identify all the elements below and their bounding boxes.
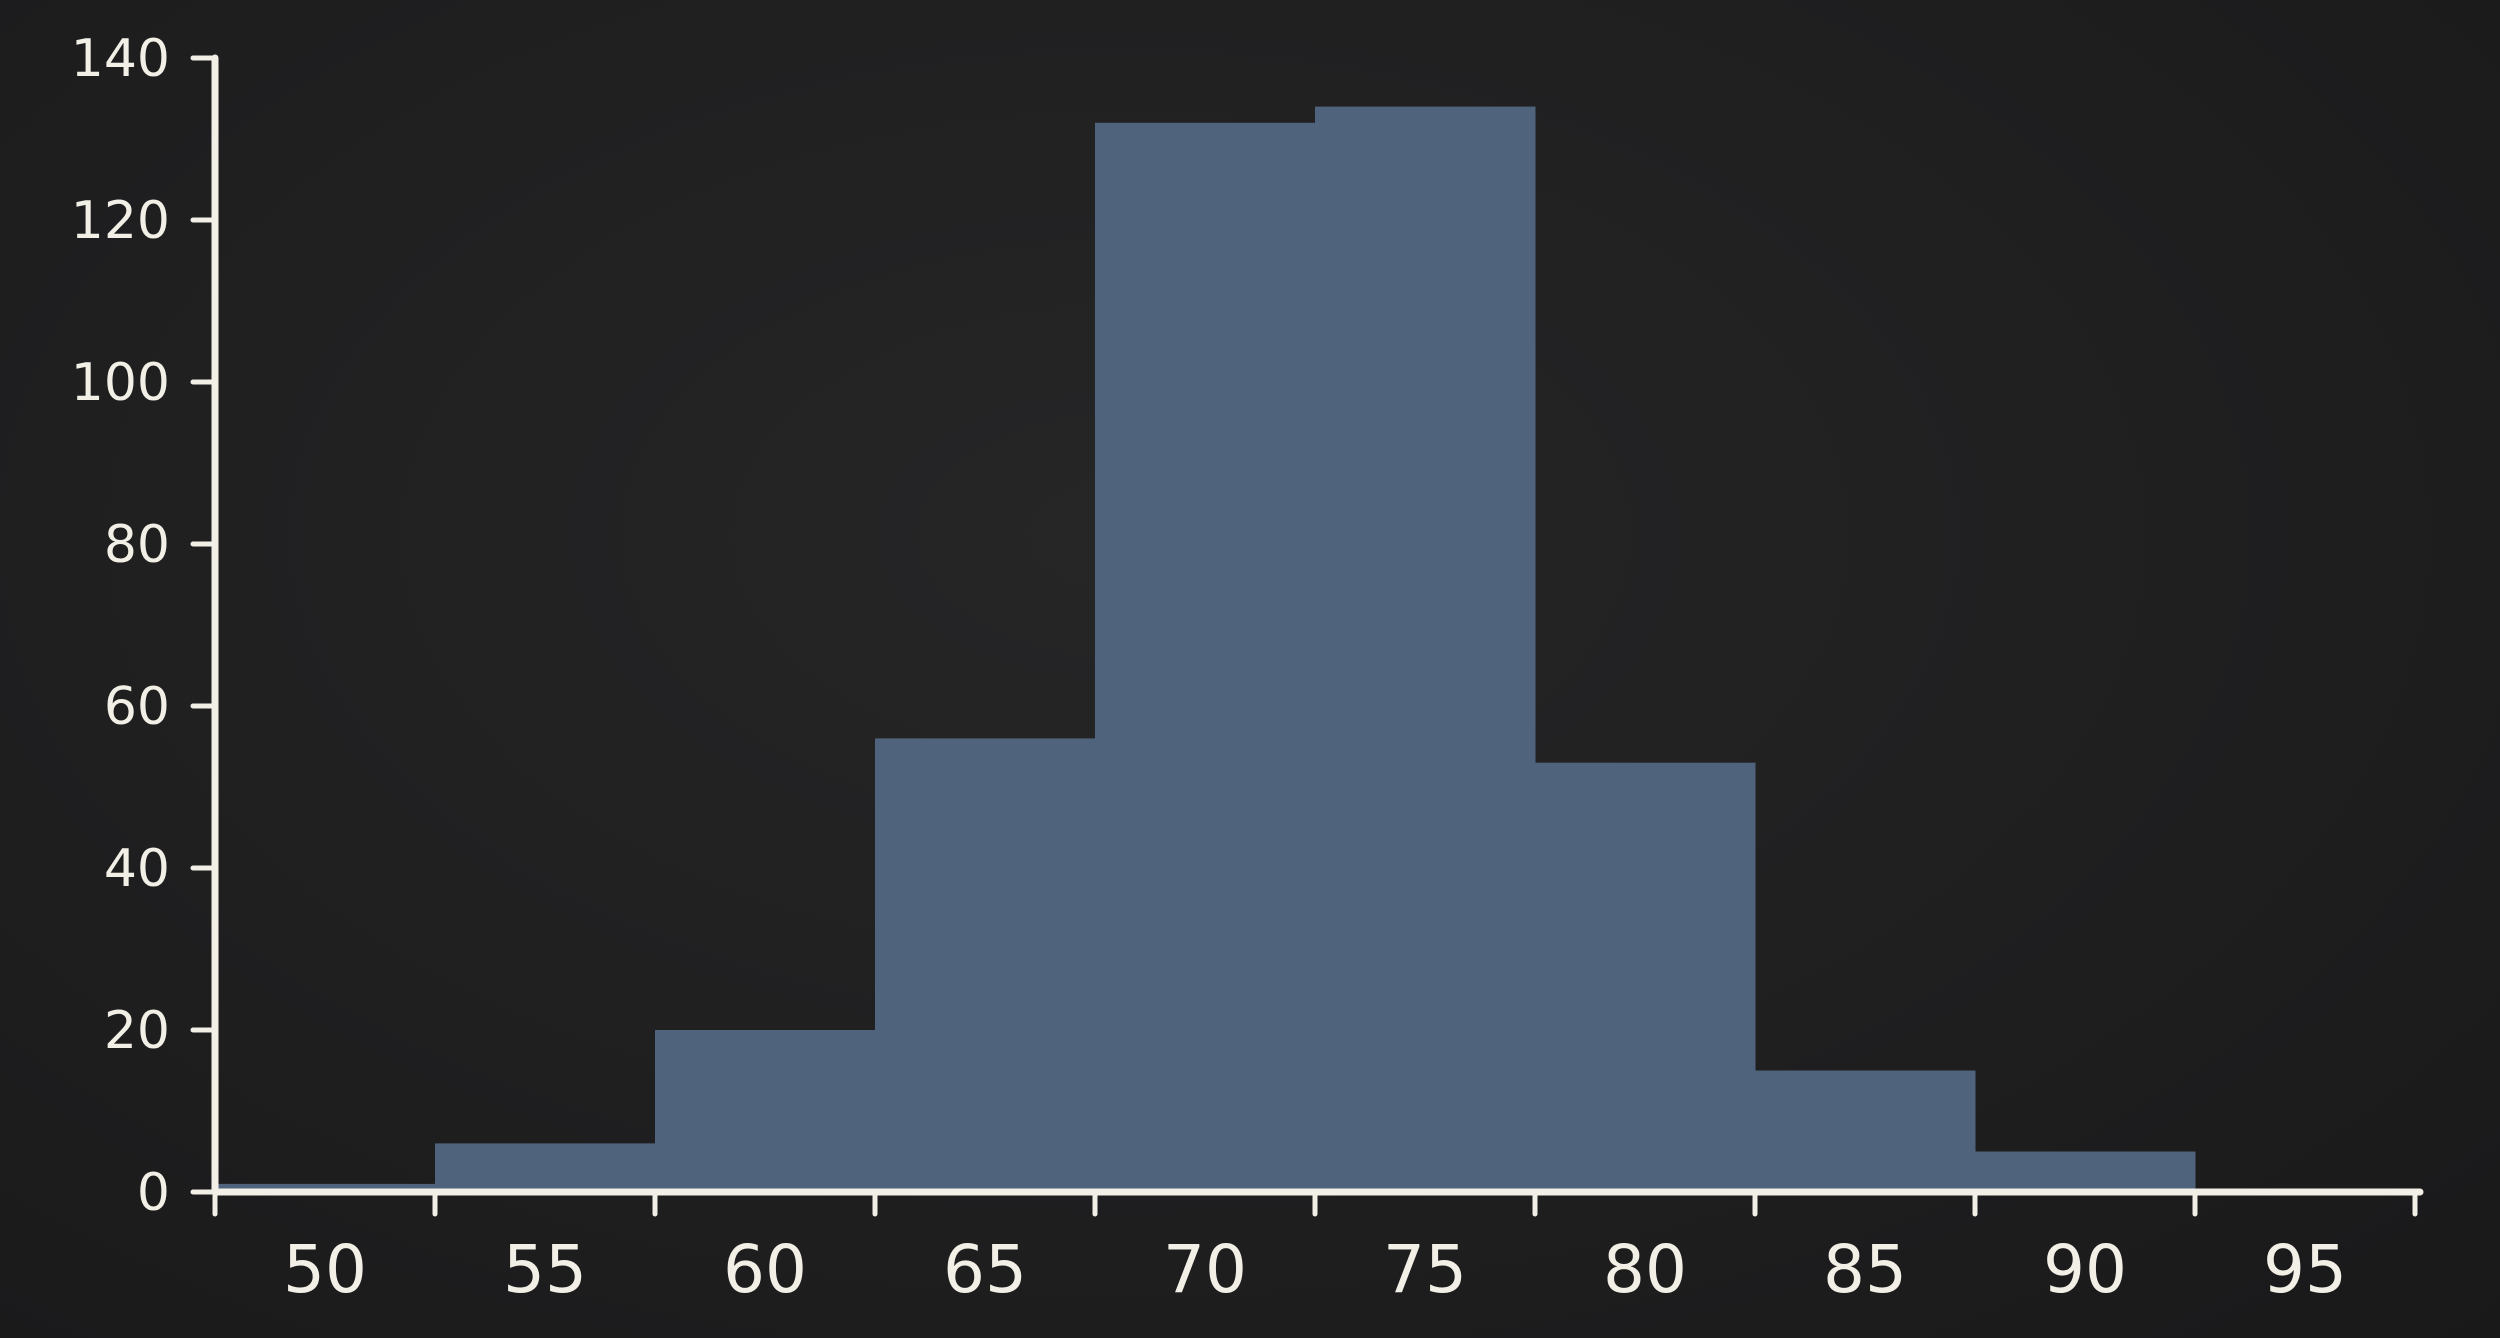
x-tick-label: 90 bbox=[2043, 1231, 2127, 1308]
bar-65 bbox=[875, 738, 1096, 1192]
bar-80 bbox=[1535, 762, 1756, 1192]
bar-75 bbox=[1315, 106, 1536, 1193]
x-tick-label: 70 bbox=[1163, 1231, 1247, 1308]
y-axis-ticks: 0 20 40 60 80 100 120 140 bbox=[71, 29, 218, 1223]
x-tick-label: 80 bbox=[1603, 1231, 1687, 1308]
bars-group bbox=[215, 106, 2196, 1193]
y-tick-label: 0 bbox=[137, 1163, 170, 1223]
x-tick-label: 75 bbox=[1383, 1231, 1467, 1308]
y-tick-label: 80 bbox=[104, 515, 170, 575]
bar-60 bbox=[655, 1030, 876, 1192]
y-tick-label: 20 bbox=[104, 1001, 170, 1061]
x-tick-label: 55 bbox=[503, 1231, 587, 1308]
bar-90 bbox=[1975, 1151, 2196, 1192]
y-tick-label: 40 bbox=[104, 839, 170, 899]
bar-50 bbox=[215, 1183, 436, 1192]
y-tick-label: 60 bbox=[104, 677, 170, 737]
x-tick-label: 60 bbox=[723, 1231, 807, 1308]
x-axis-ticks: 50 55 60 65 70 75 80 85 90 95 bbox=[212, 1189, 2418, 1308]
y-tick-label: 140 bbox=[71, 29, 170, 89]
x-tick-label: 95 bbox=[2263, 1231, 2347, 1308]
x-tick-label: 85 bbox=[1823, 1231, 1907, 1308]
bar-70 bbox=[1095, 122, 1316, 1192]
y-tick-label: 100 bbox=[71, 353, 170, 413]
x-tick-label: 65 bbox=[943, 1231, 1027, 1308]
y-tick-label: 120 bbox=[71, 191, 170, 251]
x-tick-label: 50 bbox=[283, 1231, 367, 1308]
bar-55 bbox=[435, 1143, 656, 1192]
bar-85 bbox=[1755, 1070, 1976, 1192]
